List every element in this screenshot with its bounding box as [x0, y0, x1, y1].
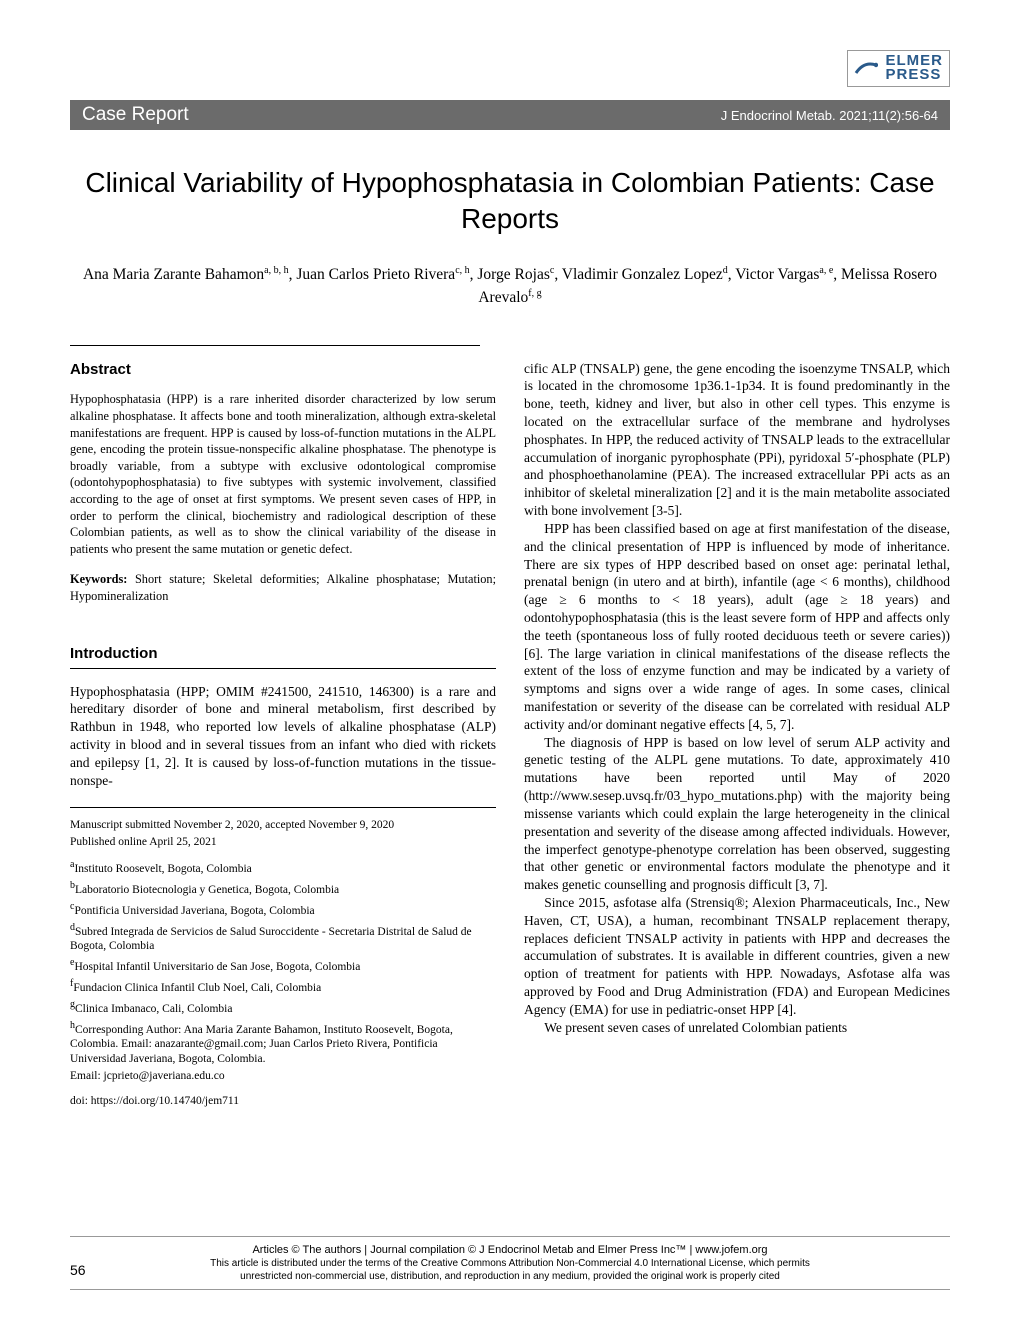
journal-citation: J Endocrinol Metab. 2021;11(2):56-64: [721, 108, 938, 123]
footnote-divider: [70, 807, 496, 808]
aff-f: fFundacion Clinica Infantil Club Noel, C…: [70, 977, 496, 996]
introduction-heading: Introduction: [70, 644, 496, 669]
publisher-logo: ELMERPRESS: [847, 50, 950, 87]
logo-text: ELMERPRESS: [886, 54, 944, 83]
article-type: Case Report: [70, 104, 201, 126]
footer: Articles © The authors | Journal compila…: [70, 1236, 950, 1290]
aff-a: aInstituto Roosevelt, Bogota, Colombia: [70, 858, 496, 877]
keywords: Keywords: Short stature; Skeletal deform…: [70, 571, 496, 603]
two-column-body: Abstract Hypophosphatasia (HPP) is a rar…: [70, 360, 950, 1110]
manuscript-dates: Manuscript submitted November 2, 2020, a…: [70, 818, 496, 833]
body-p4: Since 2015, asfotase alfa (Strensiq®; Al…: [524, 894, 950, 1019]
affiliations: aInstituto Roosevelt, Bogota, Colombia b…: [70, 858, 496, 1084]
aff-d: dSubred Integrada de Servicios de Salud …: [70, 921, 496, 955]
doi: doi: https://doi.org/10.14740/jem711: [70, 1094, 496, 1109]
footnotes: Manuscript submitted November 2, 2020, a…: [70, 818, 496, 1109]
body-p1: cific ALP (TNSALP) gene, the gene encodi…: [524, 360, 950, 520]
divider: [70, 345, 480, 346]
author-list: Ana Maria Zarante Bahamona, b, h, Juan C…: [70, 263, 950, 310]
aff-c: cPontificia Universidad Javeriana, Bogot…: [70, 900, 496, 919]
body-p3: The diagnosis of HPP is based on low lev…: [524, 734, 950, 894]
aff-h-email: Email: jcprieto@javeriana.edu.co: [70, 1069, 496, 1084]
body-p5: We present seven cases of unrelated Colo…: [524, 1019, 950, 1037]
published-date: Published online April 25, 2021: [70, 835, 496, 850]
footer-line2: This article is distributed under the te…: [70, 1257, 950, 1270]
abstract-text: Hypophosphatasia (HPP) is a rare inherit…: [70, 391, 496, 557]
logo-box: ELMERPRESS: [847, 50, 950, 87]
footer-line1: Articles © The authors | Journal compila…: [70, 1243, 950, 1257]
aff-e: eHospital Infantil Universitario de San …: [70, 956, 496, 975]
logo-swoosh-icon: [854, 59, 878, 77]
abstract-block: Abstract Hypophosphatasia (HPP) is a rar…: [70, 360, 496, 604]
aff-b: bLaboratorio Biotecnologia y Genetica, B…: [70, 879, 496, 898]
intro-para: Hypophosphatasia (HPP; OMIM #241500, 241…: [70, 683, 496, 790]
article-title: Clinical Variability of Hypophosphatasia…: [70, 165, 950, 238]
aff-g: gClinica Imbanaco, Cali, Colombia: [70, 998, 496, 1017]
footer-line3: unrestricted non-commercial use, distrib…: [70, 1270, 950, 1283]
header-bar: Case Report J Endocrinol Metab. 2021;11(…: [70, 100, 950, 130]
aff-h: hCorresponding Author: Ana Maria Zarante…: [70, 1019, 496, 1068]
body-p2: HPP has been classified based on age at …: [524, 520, 950, 734]
abstract-heading: Abstract: [70, 360, 496, 380]
